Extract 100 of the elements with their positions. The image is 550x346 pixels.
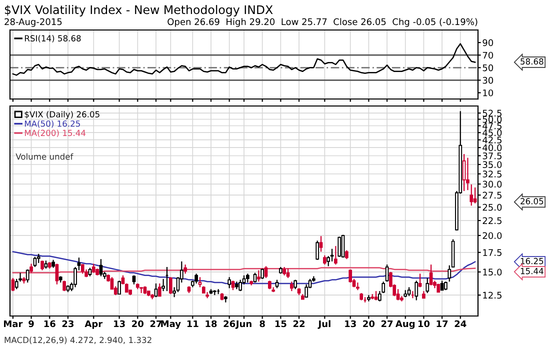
x-tick-label: 27 — [381, 320, 393, 328]
text: 26.05 — [520, 198, 544, 204]
x-tick-label: 24 — [454, 320, 466, 328]
candlestick — [40, 260, 44, 271]
x-tick-label: 8 — [260, 320, 265, 328]
candlestick — [396, 288, 400, 301]
candlestick — [158, 282, 162, 297]
y-tick-label: 32.5 — [482, 170, 502, 178]
y-tick-label: 27.5 — [482, 192, 502, 199]
candlestick — [62, 280, 66, 292]
candlestick — [154, 282, 158, 298]
candlestick — [33, 256, 37, 268]
chart-subtitle: 28-Aug-2015 — [4, 18, 62, 27]
y-tick-label: 35.0 — [482, 161, 502, 168]
text: 15.44 — [520, 268, 544, 274]
candlestick — [260, 268, 264, 280]
y-tick-label: 25.0 — [482, 204, 502, 211]
candlestick — [330, 248, 334, 262]
legend-label: RSI(14) 58.68 — [24, 35, 81, 42]
candlestick — [231, 280, 235, 291]
candlestick — [184, 264, 187, 274]
x-tick-label: May — [161, 320, 181, 329]
y-tick-label: 45.0 — [482, 129, 502, 136]
candlestick — [418, 273, 422, 288]
x-tick-label: Jun — [235, 320, 252, 329]
y-tick-label: 22.5 — [482, 217, 502, 224]
candlestick — [228, 276, 232, 289]
candlestick — [80, 264, 84, 274]
y-tick-label: 17.5 — [483, 249, 502, 256]
candlestick — [338, 236, 342, 258]
x-tick-label: Apr — [84, 320, 103, 329]
candlestick — [473, 186, 477, 204]
annotation: Volume undef — [16, 153, 74, 160]
legend-label: MA(200) 15.44 — [24, 130, 86, 138]
x-tick-label: Mar — [4, 320, 23, 328]
chart-title: $VIX Volatility Index - New Methodology INDX — [4, 5, 273, 16]
candlestick — [356, 282, 360, 291]
candlestick — [92, 263, 96, 274]
y-tick-label: 12.5 — [483, 292, 502, 299]
candlestick — [414, 280, 418, 301]
text: 58.68 — [520, 58, 544, 65]
candlestick — [385, 264, 389, 282]
y-tick-label: 70 — [482, 52, 494, 59]
y-tick-label: 20.0 — [482, 232, 502, 240]
candlestick — [334, 245, 338, 266]
y-tick-label: 52.5 — [482, 110, 502, 117]
y-tick-label: 30 — [482, 76, 494, 84]
x-tick-label: Jul — [318, 320, 330, 329]
text: 16.25 — [520, 258, 544, 264]
candlestick — [374, 290, 378, 301]
x-tick-label: 26 — [224, 320, 236, 328]
candlestick — [55, 263, 59, 285]
x-tick-label: 22 — [293, 320, 305, 328]
legend-label: $VIX (Daily) 26.05 — [24, 111, 100, 120]
candlestick — [36, 253, 40, 264]
x-tick-label: 20 — [363, 320, 375, 328]
y-tick-label: 90 — [482, 39, 494, 46]
x-tick-label: 20 — [132, 320, 144, 328]
candlestick — [30, 263, 33, 274]
x-tick-label: 13 — [114, 320, 125, 328]
x-tick-label: 10 — [418, 320, 430, 328]
x-tick-label: 15 — [275, 320, 286, 328]
x-tick-label: 11 — [187, 320, 198, 328]
y-tick-label: 15.0 — [483, 268, 502, 276]
text: MACD(12,26,9) 4.272, 2.940, 1.332 — [4, 336, 152, 344]
candlestick — [323, 254, 326, 266]
x-tick-label: 9 — [28, 320, 34, 328]
candlestick — [194, 273, 198, 284]
x-tick-label: 18 — [206, 320, 217, 328]
x-tick-label: 27 — [150, 320, 162, 328]
x-tick-label: 13 — [345, 320, 356, 328]
y-tick-label: 42.5 — [482, 136, 502, 144]
candlestick — [426, 277, 430, 294]
candlestick — [253, 272, 257, 284]
x-tick-label: 23 — [62, 320, 74, 328]
x-tick-label: Aug — [395, 320, 415, 329]
y-tick-label: 47.5 — [482, 122, 502, 130]
y-tick-label: 30.0 — [482, 180, 502, 188]
candlestick — [99, 258, 103, 277]
candlestick — [316, 240, 320, 260]
y-tick-label: 37.5 — [482, 152, 502, 160]
candlestick — [440, 280, 444, 291]
y-tick-label: 10 — [483, 89, 494, 96]
candlestick — [238, 279, 242, 292]
candlestick — [118, 280, 121, 295]
y-tick-label: 40.0 — [482, 144, 502, 152]
candlestick — [290, 281, 294, 292]
candlestick — [140, 286, 143, 294]
candlestick — [168, 276, 172, 295]
text: Open 26.69 High 29.20 Low 25.77 Close 26.05 Chg -0.05 (-0.19%) — [168, 18, 478, 27]
x-tick-label: 17 — [436, 320, 448, 328]
x-tick-label: 16 — [44, 320, 56, 328]
candlestick — [429, 264, 433, 286]
candlestick — [470, 184, 474, 206]
y-tick-label: 50 — [482, 64, 494, 72]
candlestick — [348, 268, 352, 284]
legend-label: MA(50) 16.25 — [24, 120, 80, 128]
candlestick — [256, 270, 260, 282]
candlestick — [466, 157, 470, 191]
candlestick — [26, 268, 30, 284]
